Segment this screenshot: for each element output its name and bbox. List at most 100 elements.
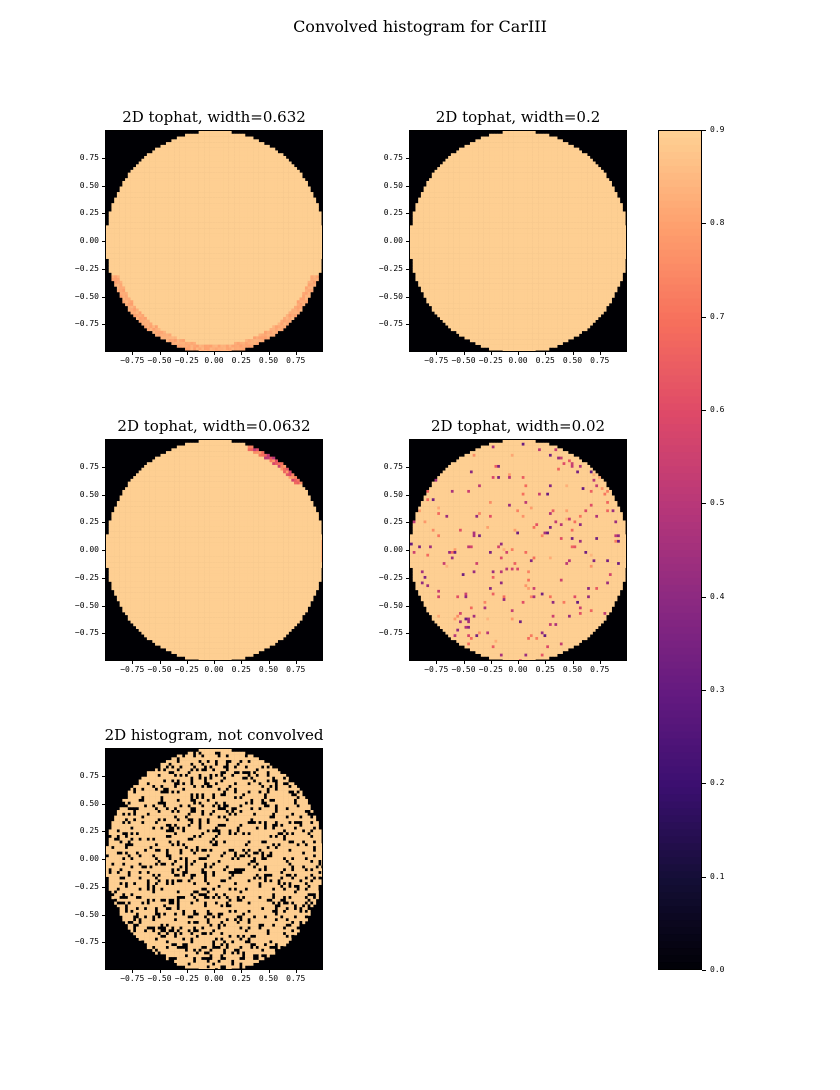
heatmap-cell — [274, 291, 278, 296]
heatmap-cell — [274, 164, 278, 168]
heatmap-cell — [296, 172, 300, 176]
heatmap-cell — [155, 330, 159, 334]
heatmap-cell — [163, 294, 167, 298]
heatmap-cell — [296, 205, 300, 209]
heatmap-cell — [272, 269, 276, 273]
heatmap-cell — [149, 169, 153, 173]
heatmap-cell — [258, 208, 262, 212]
heatmap-cell — [209, 266, 213, 271]
heatmap-cell — [141, 200, 145, 204]
heatmap-cell — [231, 275, 235, 279]
heatmap-cell — [209, 316, 213, 320]
heatmap-cell — [182, 192, 186, 196]
heatmap-cell — [176, 178, 180, 182]
heatmap-cell — [247, 172, 251, 176]
heatmap-cell — [225, 142, 229, 146]
heatmap-cell — [242, 303, 246, 307]
heatmap-cell — [127, 291, 131, 296]
heatmap-cell — [299, 183, 303, 187]
heatmap-cell — [299, 194, 303, 198]
heatmap-cell — [236, 283, 240, 287]
heatmap-cell — [231, 178, 235, 182]
heatmap-cell — [234, 161, 238, 165]
heatmap-cell — [185, 305, 189, 309]
heatmap-cell — [204, 283, 208, 287]
heatmap-cell — [269, 314, 273, 318]
heatmap-cell — [130, 305, 134, 309]
heatmap-cell — [236, 139, 240, 143]
heatmap-cell — [141, 253, 145, 257]
heatmap-cell — [146, 300, 150, 304]
heatmap-cell — [179, 333, 183, 337]
heatmap-cell — [283, 230, 287, 234]
heatmap-cell — [171, 286, 175, 290]
heatmap-cell — [264, 228, 268, 232]
heatmap-cell — [114, 239, 118, 243]
heatmap-cell — [127, 197, 131, 201]
heatmap-cell — [288, 300, 292, 304]
heatmap-cell — [152, 225, 156, 229]
heatmap-cell — [174, 278, 178, 282]
heatmap-cell — [264, 164, 268, 168]
heatmap-cell — [272, 164, 276, 168]
heatmap-cell — [272, 283, 276, 287]
heatmap-cell — [244, 308, 248, 312]
heatmap-cell — [135, 294, 139, 298]
heatmap-cell — [264, 161, 268, 165]
heatmap-cell — [264, 250, 268, 254]
heatmap-cell — [239, 214, 243, 218]
heatmap-cell — [168, 280, 172, 284]
heatmap-cell — [185, 169, 189, 173]
heatmap-cell — [261, 167, 265, 171]
heatmap-cell — [195, 169, 199, 173]
heatmap-cell — [157, 217, 161, 221]
heatmap-cell — [206, 278, 210, 282]
heatmap-cell — [212, 217, 216, 221]
heatmap-cell — [133, 178, 137, 182]
heatmap-cell — [253, 328, 257, 332]
heatmap-cell — [283, 155, 287, 160]
heatmap-cell — [114, 253, 118, 257]
heatmap-cell — [236, 239, 240, 243]
heatmap-cell — [223, 228, 227, 232]
heatmap-cell — [130, 294, 134, 298]
heatmap-cell — [198, 341, 202, 345]
heatmap-cell — [242, 172, 246, 176]
heatmap-cell — [185, 230, 189, 234]
heatmap-cell — [116, 197, 120, 201]
heatmap-cell — [193, 136, 197, 140]
heatmap-cell — [236, 278, 240, 282]
heatmap-cell — [114, 261, 118, 265]
heatmap-cell — [195, 200, 199, 204]
heatmap-cell — [168, 180, 172, 185]
heatmap-cell — [212, 155, 216, 160]
heatmap-cell — [130, 214, 134, 218]
heatmap-cell — [253, 211, 257, 215]
heatmap-cell — [182, 339, 186, 343]
heatmap-cell — [163, 211, 167, 215]
heatmap-cell — [195, 205, 199, 209]
heatmap-cell — [155, 183, 159, 187]
heatmap-cell — [152, 172, 156, 176]
heatmap-cell — [215, 136, 219, 140]
heatmap-cell — [258, 314, 262, 318]
heatmap-cell — [228, 280, 232, 284]
heatmap-cell — [247, 339, 251, 343]
heatmap-cell — [152, 247, 156, 251]
heatmap-cell — [198, 219, 202, 223]
heatmap-cell — [231, 161, 235, 165]
heatmap-cell — [149, 266, 153, 271]
heatmap-cell — [174, 144, 178, 148]
heatmap-cell — [179, 164, 183, 168]
heatmap-cell — [119, 280, 123, 284]
heatmap-cell — [176, 211, 180, 215]
heatmap-cell — [304, 203, 308, 207]
heatmap-cell — [225, 147, 229, 151]
heatmap-cell — [187, 275, 191, 279]
heatmap-cell — [193, 303, 197, 307]
heatmap-cell — [157, 283, 161, 287]
heatmap-cell — [204, 330, 208, 334]
heatmap-cell — [288, 180, 292, 185]
heatmap-cell — [119, 203, 123, 207]
heatmap-cell — [215, 208, 219, 212]
